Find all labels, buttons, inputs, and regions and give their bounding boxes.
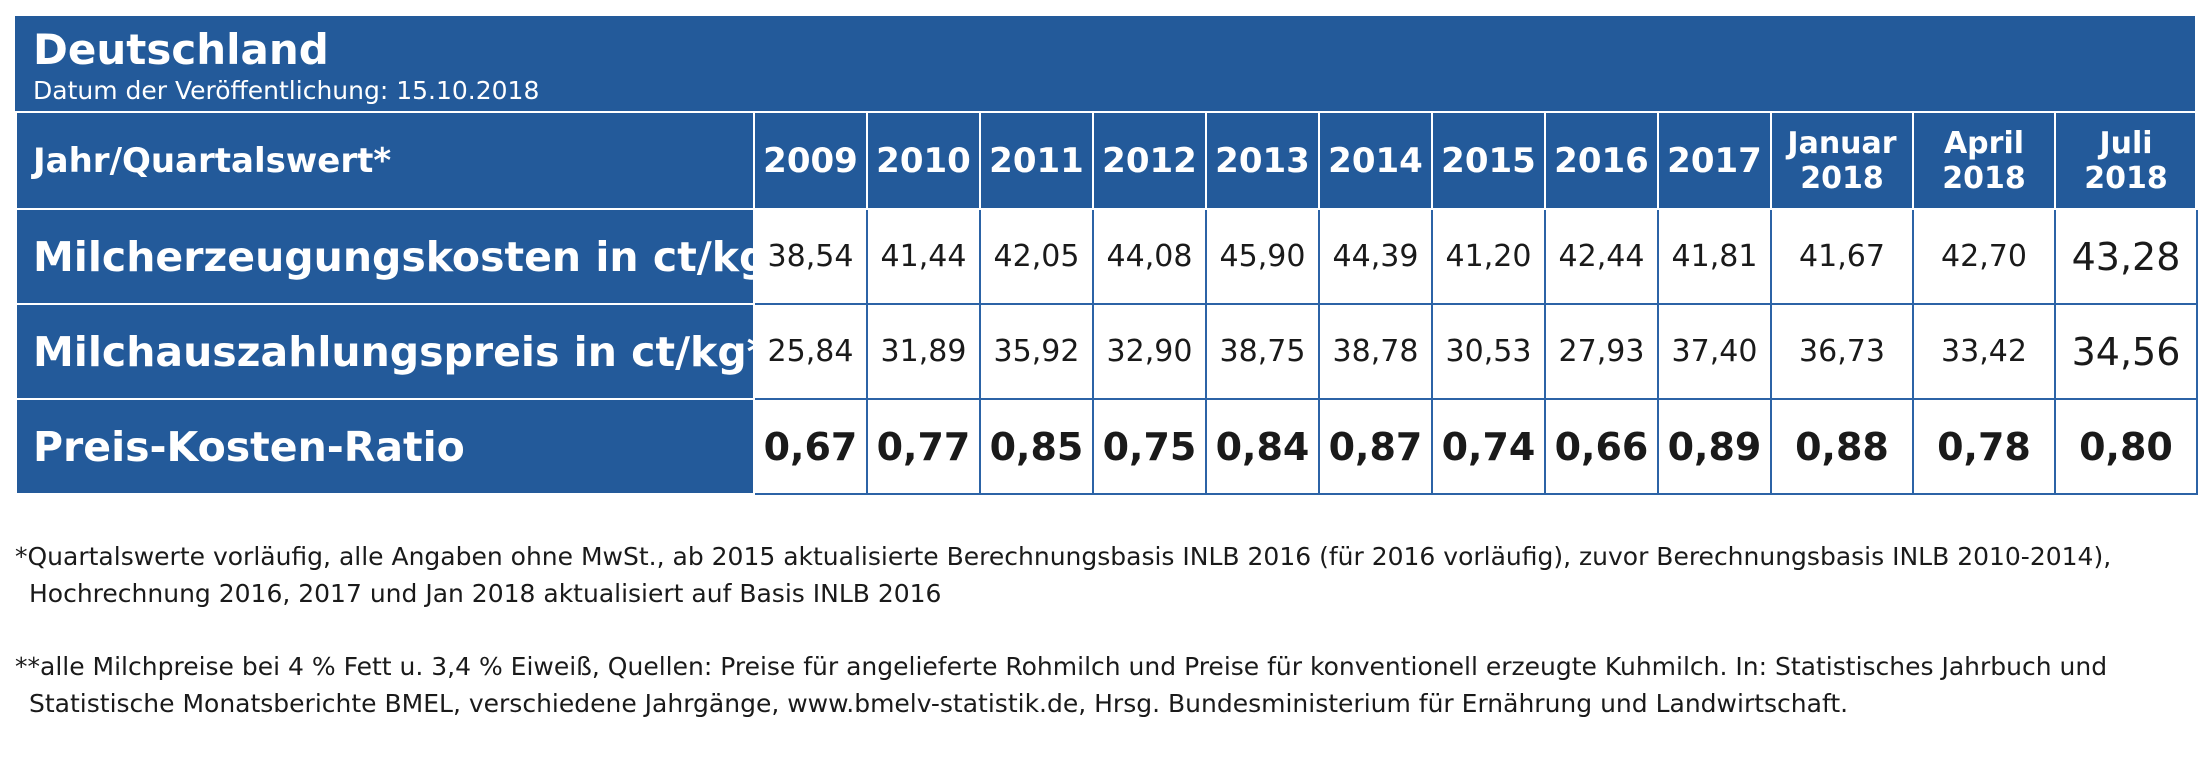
table-cell: 0,84 [1205, 398, 1320, 495]
table-row-prices: Milchauszahlungspreis in ct/kg** 25,84 3… [15, 303, 2198, 400]
column-header-year: 2010 [876, 140, 971, 181]
column-header-month: April [1943, 125, 2025, 161]
data-table: Jahr/Quartalswert* 2009 2010 2011 2012 2… [15, 111, 2198, 495]
table-row-ratio: Preis-Kosten-Ratio 0,67 0,77 0,85 0,75 0… [15, 398, 2198, 495]
column-header-year: 2014 [1328, 140, 1423, 181]
row-label: Preis-Kosten-Ratio [15, 398, 755, 495]
table-cell: 0,66 [1544, 398, 1659, 495]
table-cell: 44,39 [1318, 208, 1433, 305]
table-cell: 38,75 [1205, 303, 1320, 400]
table-cell: 35,92 [979, 303, 1094, 400]
header-row: Jahr/Quartalswert* 2009 2010 2011 2012 2… [15, 111, 2198, 210]
table-row-costs: Milcherzeugungskosten in ct/kg 38,54 41,… [15, 208, 2198, 305]
table-cell: 25,84 [753, 303, 868, 400]
table-cell: 0,88 [1770, 398, 1914, 495]
column-header-year: 2009 [763, 140, 858, 181]
table-cell: 42,70 [1912, 208, 2056, 305]
column-header: 2014 [1318, 111, 1433, 210]
table-cell: 0,89 [1657, 398, 1772, 495]
table-cell: 0,74 [1431, 398, 1546, 495]
column-header: 2013 [1205, 111, 1320, 210]
table-cell: 0,75 [1092, 398, 1207, 495]
column-header: 2012 [1092, 111, 1207, 210]
table-cell: 32,90 [1092, 303, 1207, 400]
table-cell: 37,40 [1657, 303, 1772, 400]
column-header: 2010 [866, 111, 981, 210]
page-title: Deutschland [33, 25, 329, 74]
table-cell: 43,28 [2054, 208, 2198, 305]
row-header-label: Jahr/Quartalswert* [15, 111, 755, 210]
column-header: 2016 [1544, 111, 1659, 210]
table-cell: 0,80 [2054, 398, 2198, 495]
table-cell: 0,78 [1912, 398, 2056, 495]
row-label: Milchauszahlungspreis in ct/kg** [15, 303, 755, 400]
column-header-year: 2015 [1441, 140, 1536, 181]
footnote-milk-prices: **alle Milchpreise bei 4 % Fett u. 3,4 %… [15, 652, 2108, 718]
table-cell: 27,93 [1544, 303, 1659, 400]
column-header-year: 2018 [1942, 160, 2026, 196]
table-cell: 42,44 [1544, 208, 1659, 305]
table-cell: 0,77 [866, 398, 981, 495]
column-header: Juli 2018 [2054, 111, 2198, 210]
table-cell: 41,44 [866, 208, 981, 305]
table-cell: 41,20 [1431, 208, 1546, 305]
table-cell: 34,56 [2054, 303, 2198, 400]
table-cell: 41,67 [1770, 208, 1914, 305]
column-header: 2015 [1431, 111, 1546, 210]
table-cell: 38,54 [753, 208, 868, 305]
column-header-year: 2018 [2084, 160, 2168, 196]
column-header-month: Januar [1787, 125, 1897, 161]
footnotes: *Quartalswerte vorläufig, alle Angaben o… [15, 538, 2200, 722]
column-header: 2011 [979, 111, 1094, 210]
footnote-quarterly: *Quartalswerte vorläufig, alle Angaben o… [15, 542, 2112, 608]
table-cell: 38,78 [1318, 303, 1433, 400]
column-header-year: 2011 [989, 140, 1084, 181]
publication-date: Datum der Veröffentlichung: 15.10.2018 [33, 76, 540, 105]
table-cell: 0,87 [1318, 398, 1433, 495]
table-cell: 0,67 [753, 398, 868, 495]
column-header: April 2018 [1912, 111, 2056, 210]
table-cell: 45,90 [1205, 208, 1320, 305]
table-panel: Deutschland Datum der Veröffentlichung: … [15, 16, 2198, 495]
table-cell: 44,08 [1092, 208, 1207, 305]
table-cell: 0,85 [979, 398, 1094, 495]
row-label: Milcherzeugungskosten in ct/kg [15, 208, 755, 305]
table-cell: 42,05 [979, 208, 1094, 305]
column-header-month: Juli [2099, 125, 2153, 161]
column-header-year: 2013 [1215, 140, 1310, 181]
column-header-year: 2017 [1667, 140, 1762, 181]
column-header-year: 2016 [1554, 140, 1649, 181]
column-header: Januar 2018 [1770, 111, 1914, 210]
table-cell: 41,81 [1657, 208, 1772, 305]
table-cell: 36,73 [1770, 303, 1914, 400]
column-header: 2009 [753, 111, 868, 210]
table-cell: 33,42 [1912, 303, 2056, 400]
column-header-year: 2018 [1800, 160, 1884, 196]
column-header: 2017 [1657, 111, 1772, 210]
table-cell: 30,53 [1431, 303, 1546, 400]
column-header-year: 2012 [1102, 140, 1197, 181]
table-cell: 31,89 [866, 303, 981, 400]
